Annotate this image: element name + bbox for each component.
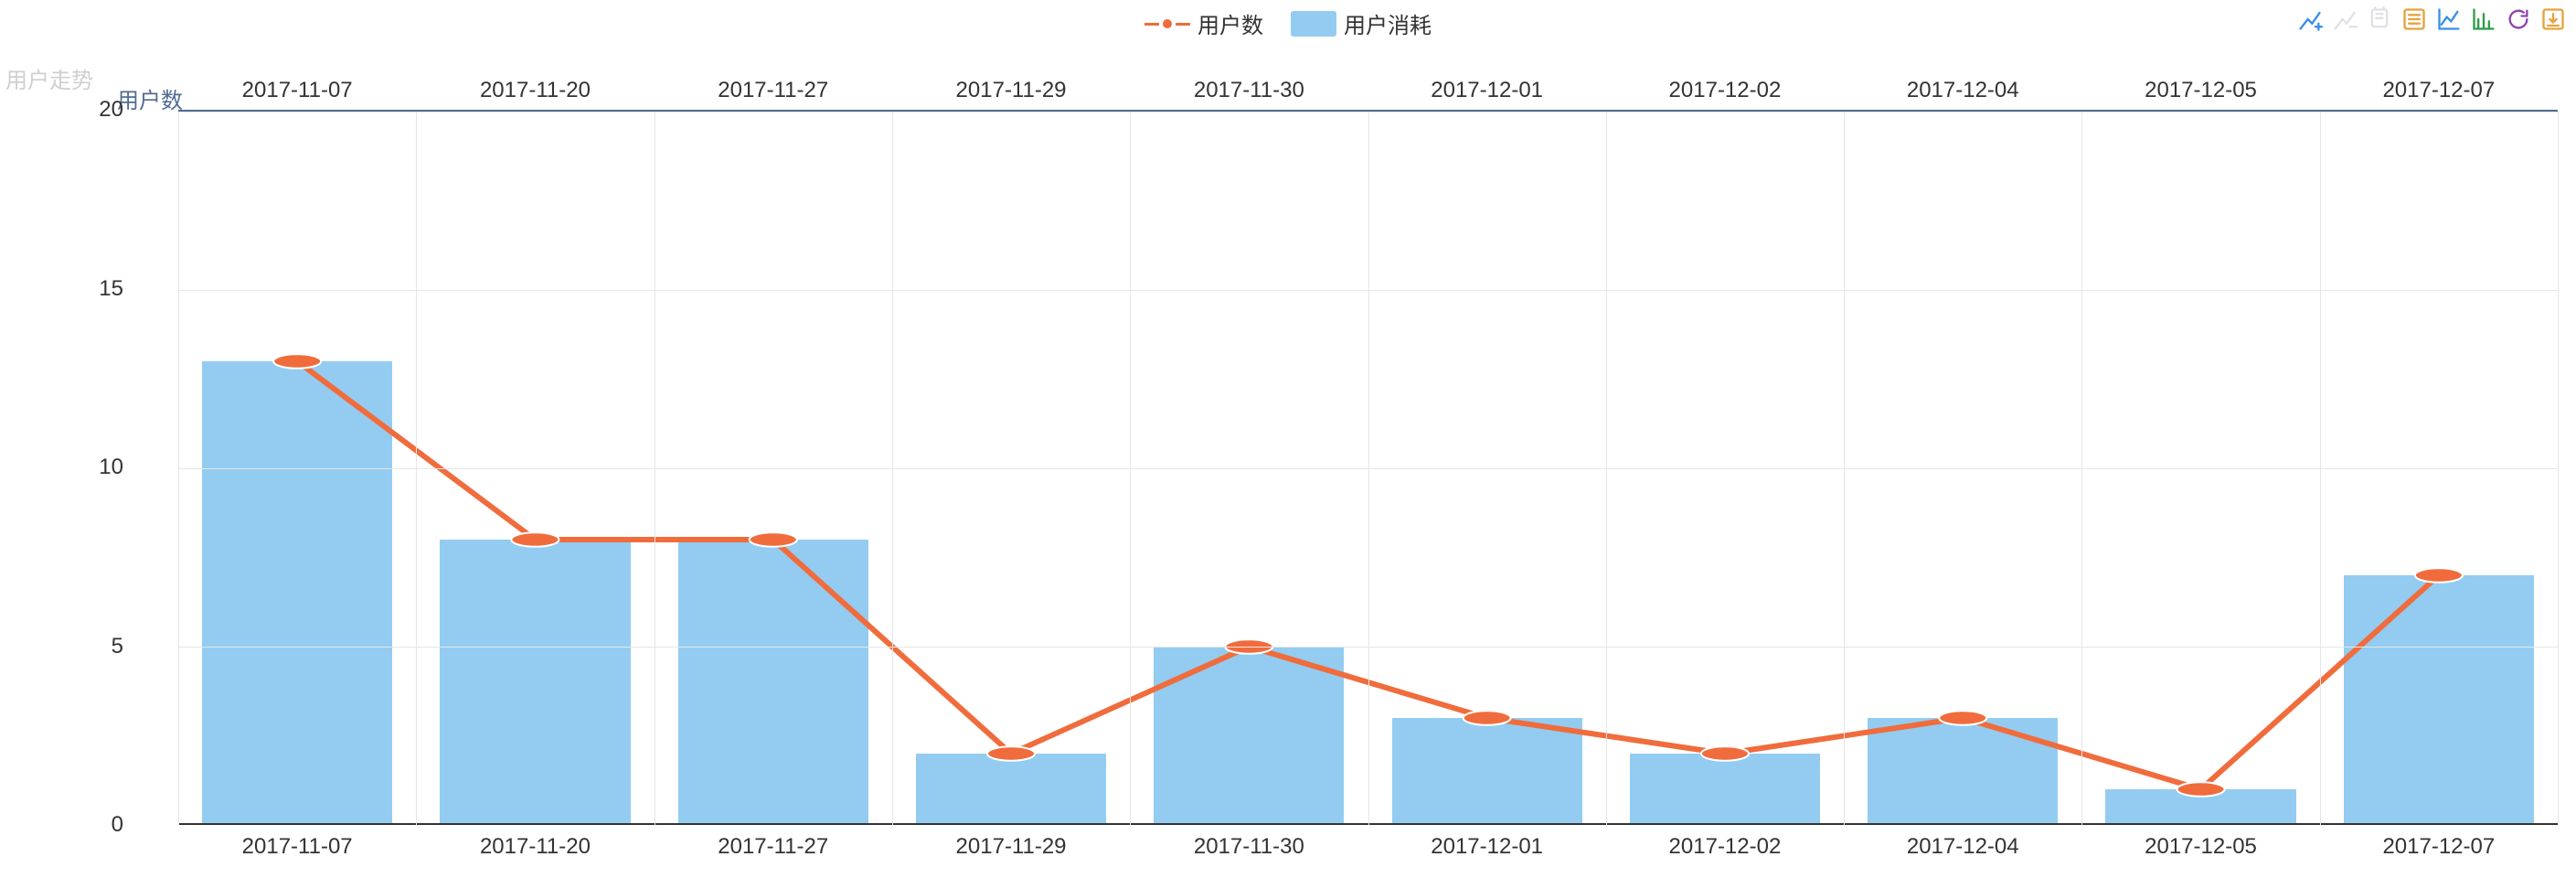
x-bottom-label: 2017-11-20 — [416, 834, 654, 860]
y-axis-title: 用户数 — [117, 82, 183, 114]
y-tick: 5 — [112, 634, 123, 659]
x-top-label: 2017-11-27 — [655, 78, 892, 103]
grid-line — [892, 112, 893, 825]
grid-line — [1368, 112, 1369, 825]
x-bottom-label: 2017-11-27 — [655, 834, 892, 860]
zoom-reset-icon — [2331, 5, 2358, 33]
grid-line — [1606, 112, 1607, 825]
y-tick: 15 — [99, 276, 123, 302]
save-image-icon[interactable] — [2539, 5, 2567, 33]
x-top-label: 2017-11-29 — [892, 78, 1130, 103]
grid-line — [416, 112, 417, 825]
x-top-label: 2017-12-05 — [2081, 78, 2319, 103]
x-top-label: 2017-11-07 — [178, 78, 416, 103]
chart-area: 用户数 05101520 2017-11-072017-11-202017-11… — [128, 55, 2558, 860]
x-top-label: 2017-12-04 — [1844, 78, 2081, 103]
x-bottom-label: 2017-12-04 — [1844, 834, 2081, 860]
x-top-label: 2017-11-30 — [1130, 78, 1368, 103]
zoom-in-icon[interactable] — [2296, 5, 2324, 33]
x-axis-top-labels: 2017-11-072017-11-202017-11-272017-11-29… — [178, 78, 2558, 103]
restore-icon — [2366, 5, 2393, 33]
x-axis-bottom-labels: 2017-11-072017-11-202017-11-272017-11-29… — [178, 834, 2558, 860]
x-bottom-label: 2017-12-07 — [2320, 834, 2558, 860]
legend-bar-label: 用户消耗 — [1344, 7, 1432, 39]
y-tick: 0 — [112, 812, 123, 838]
bar-chart-icon[interactable] — [2470, 5, 2497, 33]
side-label: 用户走势 — [5, 62, 93, 94]
grid-line — [2320, 112, 2321, 825]
line-marker[interactable] — [273, 354, 321, 369]
grid-line — [2558, 112, 2559, 825]
line-marker[interactable] — [2177, 782, 2225, 797]
y-tick: 10 — [99, 455, 123, 480]
line-chart-icon[interactable] — [2435, 5, 2463, 33]
line-marker[interactable] — [750, 532, 797, 547]
legend-item-line[interactable]: 用户数 — [1144, 7, 1263, 39]
legend: 用户数 用户消耗 — [1144, 7, 1432, 39]
x-bottom-label: 2017-11-29 — [892, 834, 1130, 860]
grid-line — [1844, 112, 1845, 825]
refresh-icon[interactable] — [2505, 5, 2532, 33]
x-bottom-label: 2017-11-07 — [178, 834, 416, 860]
line-marker[interactable] — [1464, 711, 1511, 725]
x-top-label: 2017-12-07 — [2320, 78, 2558, 103]
grid-line — [1130, 112, 1131, 825]
y-tick: 20 — [99, 97, 123, 123]
line-marker[interactable] — [1939, 711, 1986, 725]
y-axis-ticks: 05101520 — [82, 110, 123, 825]
chart-root: 用户数 用户消耗 用户走势 — [0, 0, 2576, 878]
x-top-label: 2017-12-02 — [1606, 78, 1844, 103]
x-bottom-label: 2017-12-02 — [1606, 834, 1844, 860]
bar-swatch-icon — [1291, 11, 1336, 37]
legend-item-bar[interactable]: 用户消耗 — [1291, 7, 1432, 39]
x-top-label: 2017-11-20 — [416, 78, 654, 103]
x-bottom-label: 2017-12-05 — [2081, 834, 2319, 860]
line-marker[interactable] — [987, 746, 1035, 761]
x-bottom-label: 2017-12-01 — [1368, 834, 1605, 860]
toolbox — [2296, 5, 2567, 33]
x-top-label: 2017-12-01 — [1368, 78, 1605, 103]
grid-line — [178, 112, 179, 825]
x-bottom-label: 2017-11-30 — [1130, 834, 1368, 860]
line-marker[interactable] — [511, 532, 559, 547]
line-marker-icon — [1144, 15, 1190, 33]
line-marker[interactable] — [2415, 568, 2463, 583]
legend-line-label: 用户数 — [1198, 7, 1263, 39]
plot-region — [178, 110, 2558, 825]
line-marker[interactable] — [1701, 746, 1749, 761]
data-view-icon[interactable] — [2400, 5, 2428, 33]
grid-line — [2081, 112, 2082, 825]
